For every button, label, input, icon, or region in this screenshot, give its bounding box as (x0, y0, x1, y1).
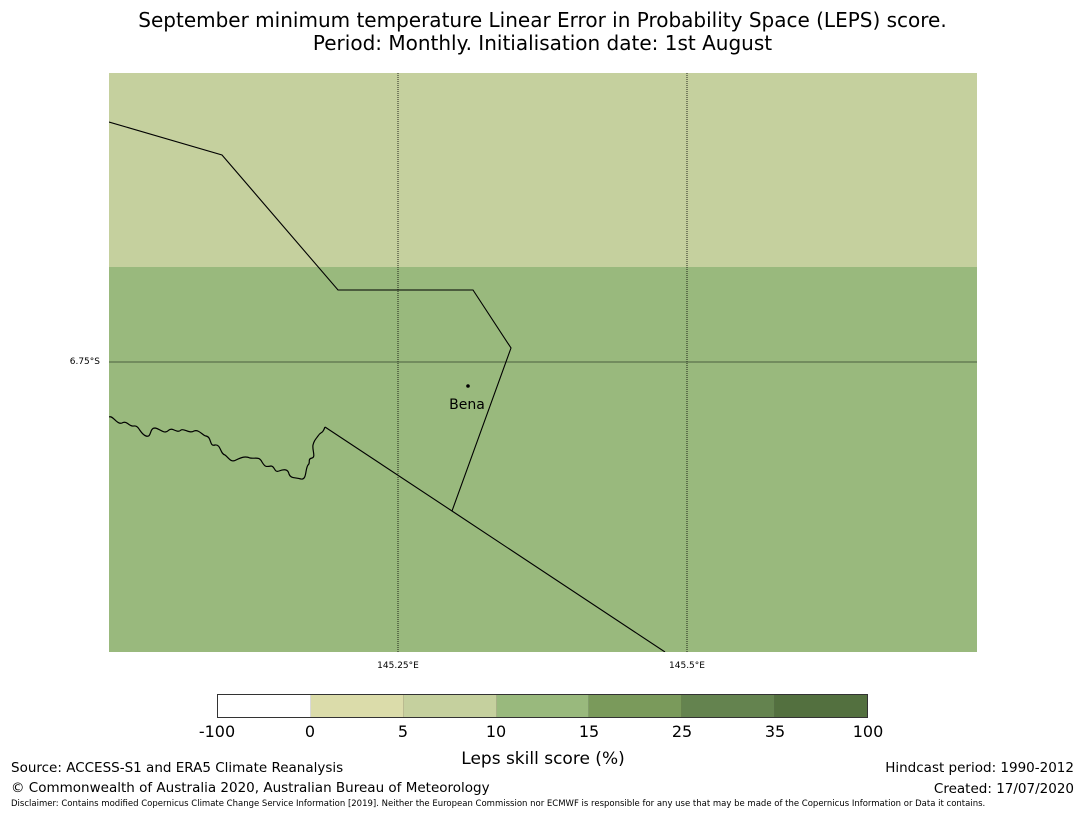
bena-label: Bena (449, 397, 485, 413)
colorbar-tick-label: 100 (852, 722, 884, 741)
hindcast-text: Hindcast period: 1990-2012 (885, 760, 1074, 776)
colorbar-tick-label: 35 (764, 722, 786, 741)
river (109, 416, 326, 480)
created-date: Created: 17/07/2020 (933, 781, 1074, 797)
province-boundary-south (324, 426, 666, 652)
colorbar-tick-label: -100 (198, 722, 236, 741)
grid-cell-north (109, 73, 977, 267)
colorbar-tick-label: 0 (304, 722, 316, 741)
colorbar (217, 694, 868, 718)
map-title: September minimum temperature Linear Err… (138, 8, 947, 32)
colorbar-title: Leps skill score (%) (461, 749, 625, 769)
grid-cell-south (109, 267, 977, 652)
colorbar-swatch (310, 695, 404, 717)
map-canvas: Bena (109, 73, 977, 652)
colorbar-tick-label: 25 (671, 722, 693, 741)
colorbar-tick-label: 15 (578, 722, 600, 741)
lon-tick-label: 145.5°E (669, 661, 705, 671)
province-boundary-north (109, 121, 512, 512)
map-subtitle: Period: Monthly. Initialisation date: 1s… (312, 31, 773, 55)
colorbar-swatch (775, 695, 868, 717)
colorbar-tick-label: 10 (485, 722, 507, 741)
source-text: Source: ACCESS-S1 and ERA5 Climate Reana… (11, 760, 344, 776)
disclaimer-text: Disclaimer: Contains modified Copernicus… (11, 799, 986, 809)
colorbar-swatch (496, 695, 590, 717)
copyright-text: © Commonwealth of Australia 2020, Austra… (11, 780, 490, 796)
colorbar-swatch (218, 695, 311, 717)
lon-tick-label: 145.25°E (377, 661, 419, 671)
lat-tick-label: 6.75°S (69, 357, 100, 367)
colorbar-swatch (589, 695, 683, 717)
colorbar-tick-label: 5 (397, 722, 409, 741)
colorbar-swatch (682, 695, 776, 717)
colorbar-swatch (403, 695, 497, 717)
bena-marker (466, 384, 470, 388)
